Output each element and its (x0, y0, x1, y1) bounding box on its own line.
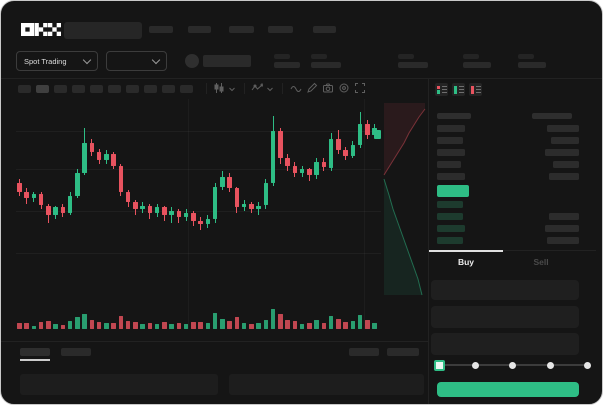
orderbook-bids (429, 199, 596, 247)
interval-button[interactable] (144, 85, 157, 93)
active-tab-underline (429, 250, 503, 252)
gridline (364, 99, 365, 329)
camera-icon[interactable] (322, 82, 334, 94)
gridline (16, 253, 381, 254)
slider-stop[interactable] (509, 361, 516, 369)
interval-button[interactable] (162, 85, 175, 93)
stat-value (518, 62, 546, 68)
orderbook-row[interactable] (429, 159, 596, 171)
orderbook-asks (429, 123, 596, 183)
orderbook-row[interactable] (429, 171, 596, 183)
okx-logo[interactable] (21, 23, 61, 41)
order-price-input[interactable] (431, 280, 579, 300)
interval-button[interactable] (18, 85, 31, 93)
chart-settings-icon[interactable] (338, 82, 350, 94)
orderbook-both-icon[interactable] (435, 83, 448, 96)
orderbook-row[interactable] (429, 147, 596, 159)
draw-tool-icon[interactable] (306, 82, 318, 94)
bottom-field[interactable] (229, 374, 424, 395)
interval-button[interactable] (72, 85, 85, 93)
orderbook-row[interactable] (429, 123, 596, 135)
chevron-down-icon[interactable] (228, 85, 240, 97)
fullscreen-icon[interactable] (354, 82, 366, 94)
nav-item[interactable] (229, 26, 254, 33)
chevron-down-icon (151, 55, 161, 64)
nav-item[interactable] (268, 26, 293, 33)
nav-item[interactable] (149, 26, 173, 33)
stat-label (518, 54, 534, 59)
okx-logo-icon (21, 23, 61, 36)
interval-button[interactable] (180, 85, 193, 93)
bottom-tab-underline (20, 359, 50, 361)
orderbook-bids-icon[interactable] (452, 83, 465, 96)
interval-button[interactable] (108, 85, 121, 93)
gridline (16, 169, 381, 170)
coin-avatar (185, 54, 199, 68)
stat-label (274, 54, 290, 59)
nav-item[interactable] (313, 26, 336, 33)
slider-handle[interactable] (434, 360, 445, 371)
depth-chart[interactable] (381, 99, 428, 303)
interval-button[interactable] (90, 85, 103, 93)
stat-value (398, 62, 428, 68)
chevron-down-icon (82, 55, 92, 64)
orderbook-col-header-amount (532, 113, 572, 119)
gridline (16, 131, 381, 132)
gridline (188, 99, 189, 329)
stat-value (274, 62, 300, 68)
order-amount-input[interactable] (431, 306, 579, 328)
nav-item[interactable] (188, 26, 211, 33)
stat-label (463, 54, 479, 59)
orderbook-asks-icon[interactable] (469, 83, 482, 96)
stat-label (311, 54, 327, 59)
header-divider (1, 78, 602, 79)
candle-style-icon[interactable] (213, 82, 225, 94)
tab-sell[interactable]: Sell (533, 257, 549, 267)
stat-value (311, 62, 341, 68)
stat-label (398, 54, 414, 59)
panel-divider (428, 79, 429, 404)
orderbook-row[interactable] (429, 211, 596, 223)
search-input[interactable] (64, 22, 142, 39)
interval-button[interactable] (36, 85, 49, 93)
chevron-down-icon[interactable] (266, 85, 278, 97)
slider-stop[interactable] (547, 361, 554, 369)
order-total-input[interactable] (431, 333, 579, 355)
line-tool-icon[interactable] (290, 82, 302, 94)
pair-selector-dropdown[interactable] (106, 51, 167, 71)
tab-buy[interactable]: Buy (457, 257, 475, 267)
interval-button[interactable] (54, 85, 67, 93)
orderbook-col-header-price (437, 113, 471, 119)
pair-price-placeholder (203, 55, 251, 67)
market-type-label: Spot Trading (24, 56, 67, 66)
orderbook-row[interactable] (429, 235, 596, 247)
bottom-field[interactable] (20, 374, 218, 395)
slider-stop[interactable] (584, 361, 591, 369)
bottom-tab[interactable] (61, 348, 91, 356)
interval-button[interactable] (126, 85, 139, 93)
orderbook-last-price[interactable] (437, 185, 469, 197)
indicators-icon[interactable] (251, 82, 263, 94)
bottom-action[interactable] (387, 348, 419, 356)
stat-value (463, 62, 491, 68)
bottom-action[interactable] (349, 348, 379, 356)
gridline (16, 211, 381, 212)
bottom-tab-active[interactable] (20, 348, 50, 356)
last-price-marker (374, 130, 381, 139)
market-type-dropdown[interactable]: Spot Trading (16, 51, 98, 71)
orderbook-row[interactable] (429, 199, 596, 211)
buy-submit-button[interactable] (437, 382, 579, 397)
slider-stop[interactable] (472, 361, 479, 369)
orderbook-row[interactable] (429, 135, 596, 147)
orderbook-row[interactable] (429, 223, 596, 235)
